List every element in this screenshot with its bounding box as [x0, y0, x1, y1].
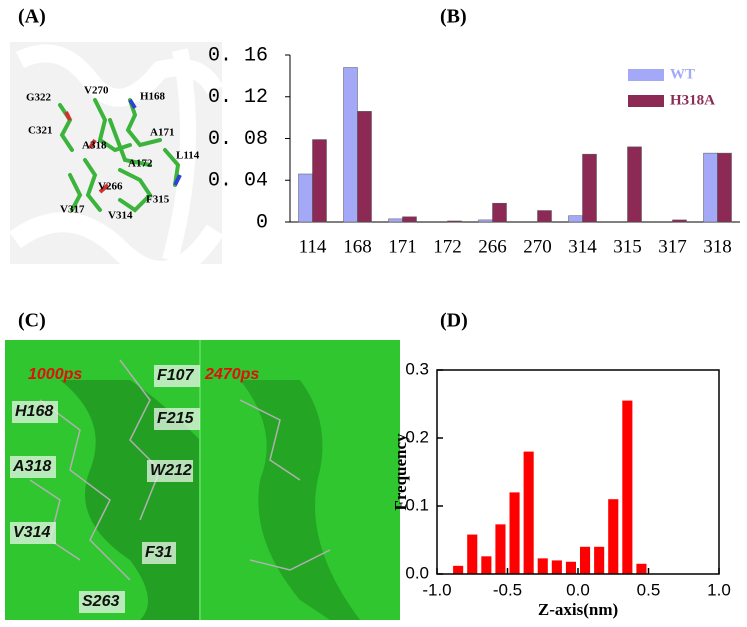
y-tick-label: 0.2	[405, 427, 429, 446]
bar	[298, 173, 313, 223]
x-tick-label: -0.5	[493, 580, 522, 599]
y-tick-label: 0.3	[405, 359, 429, 378]
histogram-bar	[608, 499, 619, 574]
panel-label: (C)	[18, 310, 46, 332]
histogram-bar	[580, 546, 591, 574]
bar	[568, 215, 583, 223]
histogram-bar	[636, 563, 647, 574]
x-tick-label: 0.0	[566, 580, 590, 599]
x-tick-label: 270	[523, 236, 552, 257]
x-tick-label: 317	[658, 236, 687, 257]
x-tick-label: 0.5	[637, 580, 661, 599]
label-box	[142, 542, 176, 564]
residue-label: L114	[176, 150, 200, 162]
y-tick-label: 0.0	[405, 563, 429, 582]
y-tick-label: 0. 04	[208, 170, 268, 193]
histogram-bar	[594, 546, 605, 574]
bar	[357, 111, 372, 223]
residue-label: F315	[146, 194, 170, 206]
residue-label: F31	[145, 544, 173, 561]
histogram-bar	[495, 524, 506, 574]
label-box	[10, 522, 56, 544]
time-label: 1000ps	[28, 366, 82, 383]
y-tick-label: 0. 12	[208, 86, 268, 109]
legend-swatch	[628, 95, 664, 107]
bar	[402, 216, 417, 223]
residue-label: V266	[98, 181, 123, 193]
residue-label: A318	[12, 458, 51, 475]
histogram-bar	[537, 558, 548, 574]
x-tick-label: 1.0	[707, 580, 731, 599]
bar	[343, 67, 358, 223]
x-tick-label: 114	[299, 236, 327, 257]
panel-label: (D)	[440, 310, 468, 332]
x-tick-label: 171	[388, 236, 417, 257]
label-box	[12, 401, 58, 423]
histogram-bar	[565, 561, 576, 574]
histogram-bar	[523, 451, 534, 574]
residue-label: S263	[82, 593, 119, 610]
structure-image	[9, 42, 224, 281]
residue-label: A172	[128, 158, 153, 170]
bar	[703, 152, 718, 223]
x-tick-label: 318	[703, 236, 732, 257]
panel-label: (B)	[440, 6, 467, 28]
y-axis-label: Frequency	[391, 433, 410, 511]
histogram-bar	[509, 492, 520, 574]
x-tick-label: 172	[433, 236, 462, 257]
residue-label: G322	[26, 92, 52, 104]
label-box	[154, 365, 200, 387]
legend-label: H318A	[670, 92, 715, 108]
residue-label: V314	[108, 210, 133, 222]
bar	[537, 210, 552, 223]
x-tick-label: 266	[478, 236, 507, 257]
residue-label: F215	[157, 410, 195, 427]
y-tick-label: 0	[256, 211, 268, 234]
bar	[388, 218, 403, 223]
plot-frame	[436, 369, 720, 575]
x-axis-label: Z-axis(nm)	[538, 600, 618, 619]
bar	[447, 220, 462, 223]
bar	[312, 139, 327, 223]
histogram-bar	[453, 565, 464, 574]
histogram-bar	[622, 400, 633, 574]
y-tick-label: 0.1	[405, 495, 429, 514]
residue-label: F107	[157, 367, 195, 384]
y-tick-label: 0. 08	[208, 128, 268, 151]
label-box	[79, 591, 125, 613]
residue-label: C321	[28, 125, 52, 137]
bar	[582, 153, 597, 223]
time-label: 2470ps	[204, 366, 259, 383]
label-box	[10, 456, 56, 478]
histogram-bar	[551, 560, 562, 574]
legend-swatch	[628, 69, 664, 81]
label-box	[147, 460, 193, 482]
x-tick-label: 315	[613, 236, 642, 257]
bar	[478, 219, 493, 223]
residue-label: H168	[140, 91, 166, 103]
residue-label: V270	[84, 85, 109, 97]
residue-label: W212	[150, 462, 192, 479]
bar	[627, 146, 642, 223]
y-tick-label: 0. 16	[208, 44, 268, 67]
x-tick-label: 314	[568, 236, 597, 257]
bar	[672, 219, 687, 223]
residue-label: A171	[150, 127, 174, 139]
legend-label: WT	[670, 66, 695, 82]
panel-label: (A)	[18, 6, 46, 28]
residue-label: A318	[82, 140, 107, 152]
histogram-bar	[481, 556, 492, 574]
bar	[717, 152, 732, 223]
residue-label: V317	[60, 204, 85, 216]
x-tick-label: 168	[343, 236, 372, 257]
residue-label: V314	[13, 524, 50, 541]
label-box	[154, 408, 200, 430]
bar	[492, 202, 507, 223]
residue-label: H168	[15, 403, 53, 420]
x-tick-label: -1.0	[422, 580, 451, 599]
histogram-bar	[467, 534, 478, 574]
